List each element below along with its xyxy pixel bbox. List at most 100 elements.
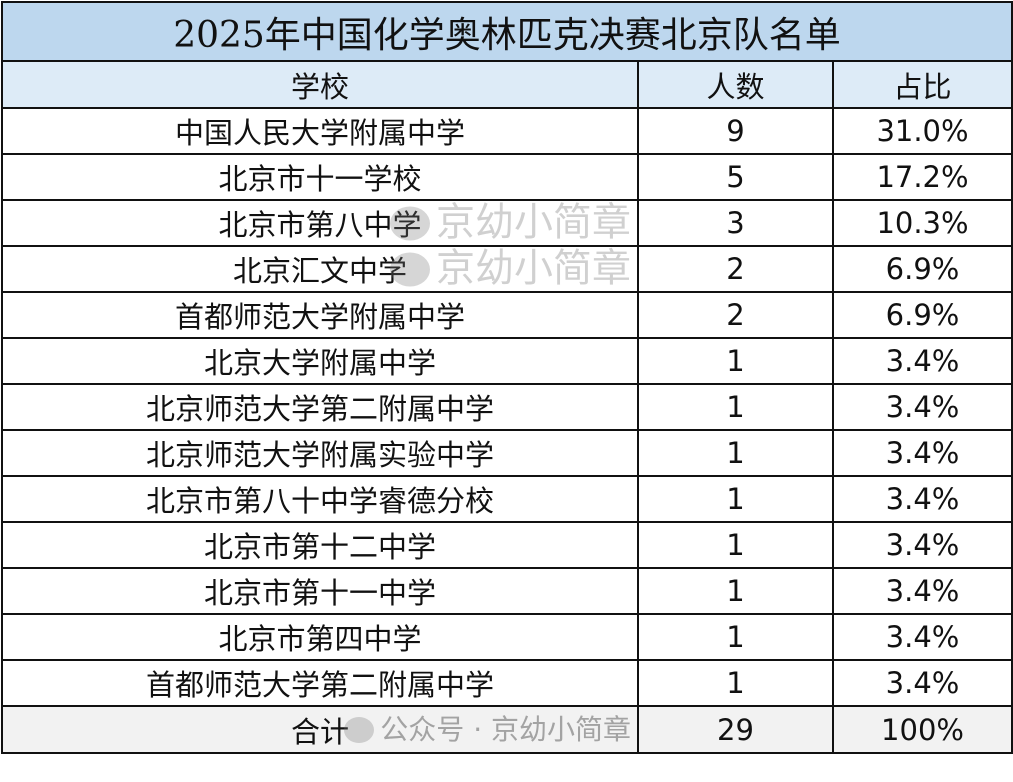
count-cell: 1 [637, 567, 834, 615]
total-row: 合计 公众号 · 京幼小简章 29 100% [1, 705, 1013, 754]
ratio-cell: 6.9% [831, 291, 1013, 339]
table-row: 北京师范大学附属实验中学 1 3.4% [1, 429, 1013, 477]
school-cell-text: 北京市第四中学 [218, 622, 422, 656]
count-cell-text: 9 [726, 114, 745, 148]
school-cell-text: 北京市十一学校 [218, 162, 422, 196]
count-cell: 1 [637, 429, 834, 477]
school-cell: 北京市第十二中学 [1, 521, 639, 569]
table-row: 北京市第八中学 京幼小简章 3 10.3% [1, 199, 1013, 247]
count-cell-text: 1 [726, 574, 745, 608]
title-row: 2025年中国化学奥林匹克决赛北京队名单 [0, 1, 1013, 62]
ratio-cell-text: 3.4% [885, 574, 960, 608]
school-cell: 首都师范大学第二附属中学 [1, 659, 639, 707]
count-cell-text: 2 [726, 298, 745, 332]
watermark-text: 京幼小简章 [435, 200, 631, 246]
watermark: 京幼小简章 [389, 246, 631, 292]
table-row: 北京大学附属中学 1 3.4% [1, 337, 1013, 385]
ratio-cell: 3.4% [831, 521, 1013, 569]
ratio-cell: 3.4% [831, 475, 1013, 523]
count-cell: 1 [637, 383, 834, 431]
count-cell-text: 2 [726, 252, 745, 286]
ratio-cell: 3.4% [831, 429, 1013, 477]
school-cell: 北京市第四中学 [1, 613, 639, 661]
total-school-cell: 合计 公众号 · 京幼小简章 [1, 705, 639, 754]
ratio-cell-text: 6.9% [885, 252, 960, 286]
school-cell-text: 首都师范大学第二附属中学 [145, 668, 494, 702]
ratio-cell-text: 3.4% [885, 666, 960, 700]
school-cell-text: 北京汇文中学 [232, 254, 407, 288]
school-cell: 北京市第八十中学睿德分校 [1, 475, 639, 523]
school-cell: 北京市十一学校 [1, 153, 639, 201]
table-row: 中国人民大学附属中学 9 31.0% [1, 107, 1013, 155]
ratio-cell: 3.4% [831, 613, 1013, 661]
school-cell: 首都师范大学附属中学 [1, 291, 639, 339]
school-cell: 中国人民大学附属中学 [1, 107, 639, 155]
count-cell-text: 1 [726, 528, 745, 562]
watermark-text: 京幼小简章 [435, 246, 631, 292]
ratio-cell: 3.4% [831, 337, 1013, 385]
school-cell-text: 北京师范大学第二附属中学 [145, 392, 494, 426]
school-cell: 北京师范大学附属实验中学 [1, 429, 639, 477]
count-cell: 1 [637, 613, 834, 661]
header-row: 学校 人数 占比 [1, 60, 1013, 109]
ratio-cell: 10.3% [831, 199, 1013, 247]
ratio-cell-text: 3.4% [885, 620, 960, 654]
count-cell-text: 1 [726, 390, 745, 424]
total-ratio-cell-text: 100% [881, 712, 964, 747]
table-row: 首都师范大学第二附属中学 1 3.4% [1, 659, 1013, 707]
ratio-cell-text: 6.9% [885, 298, 960, 332]
table-row: 北京市十一学校 5 17.2% [1, 153, 1013, 201]
header-ratio: 占比 [831, 60, 1013, 109]
ratio-cell: 3.4% [831, 567, 1013, 615]
ratio-cell: 17.2% [831, 153, 1013, 201]
school-cell-text: 北京市第十一中学 [203, 576, 436, 610]
team-table: 2025年中国化学奥林匹克决赛北京队名单 学校 人数 占比 中国人民大学附属中学… [0, 1, 1013, 754]
table-row: 首都师范大学附属中学 2 6.9% [1, 291, 1013, 339]
count-cell: 9 [637, 107, 834, 155]
ratio-cell: 3.4% [831, 659, 1013, 707]
count-cell-text: 1 [726, 482, 745, 516]
school-cell-text: 北京大学附属中学 [203, 346, 436, 380]
school-cell-text: 北京市第八十中学睿德分校 [145, 484, 494, 518]
school-cell: 北京市第十一中学 [1, 567, 639, 615]
table-row: 北京汇文中学 京幼小简章 2 6.9% [1, 245, 1013, 293]
table-row: 北京市第八十中学睿德分校 1 3.4% [1, 475, 1013, 523]
watermark-text: 公众号 · 京幼小简章 [380, 712, 631, 746]
ratio-cell-text: 3.4% [885, 482, 960, 516]
header-count: 人数 [637, 60, 834, 109]
count-cell: 2 [637, 245, 834, 293]
school-cell-text: 首都师范大学附属中学 [174, 300, 465, 334]
ratio-cell-text: 3.4% [885, 528, 960, 562]
ratio-cell-text: 3.4% [885, 390, 960, 424]
ratio-cell: 31.0% [831, 107, 1013, 155]
school-cell-text: 北京市第八中学 [218, 208, 422, 242]
school-cell-text: 北京师范大学附属实验中学 [145, 438, 494, 472]
table-row: 北京市第十二中学 1 3.4% [1, 521, 1013, 569]
table-title: 2025年中国化学奥林匹克决赛北京队名单 [0, 1, 1013, 62]
total-ratio-cell: 100% [831, 705, 1013, 754]
count-cell: 2 [637, 291, 834, 339]
count-cell: 1 [637, 337, 834, 385]
ratio-cell: 3.4% [831, 383, 1013, 431]
total-count-cell: 29 [637, 705, 834, 754]
school-cell: 北京市第八中学 京幼小简章 [1, 199, 639, 247]
count-cell: 3 [637, 199, 834, 247]
school-cell-text: 北京市第十二中学 [203, 530, 436, 564]
count-cell-text: 5 [726, 160, 745, 194]
count-cell-text: 1 [726, 436, 745, 470]
total-count-cell-text: 29 [717, 712, 754, 747]
count-cell: 1 [637, 521, 834, 569]
count-cell-text: 1 [726, 666, 745, 700]
ratio-cell-text: 3.4% [885, 436, 960, 470]
school-cell: 北京师范大学第二附属中学 [1, 383, 639, 431]
ratio-cell-text: 17.2% [876, 160, 969, 194]
watermark: 公众号 · 京幼小简章 [344, 712, 631, 746]
table-row: 北京师范大学第二附属中学 1 3.4% [1, 383, 1013, 431]
school-cell-text: 中国人民大学附属中学 [174, 116, 465, 150]
count-cell: 5 [637, 153, 834, 201]
school-cell: 北京大学附属中学 [1, 337, 639, 385]
school-cell: 北京汇文中学 京幼小简章 [1, 245, 639, 293]
count-cell: 1 [637, 659, 834, 707]
ratio-cell-text: 31.0% [876, 114, 969, 148]
